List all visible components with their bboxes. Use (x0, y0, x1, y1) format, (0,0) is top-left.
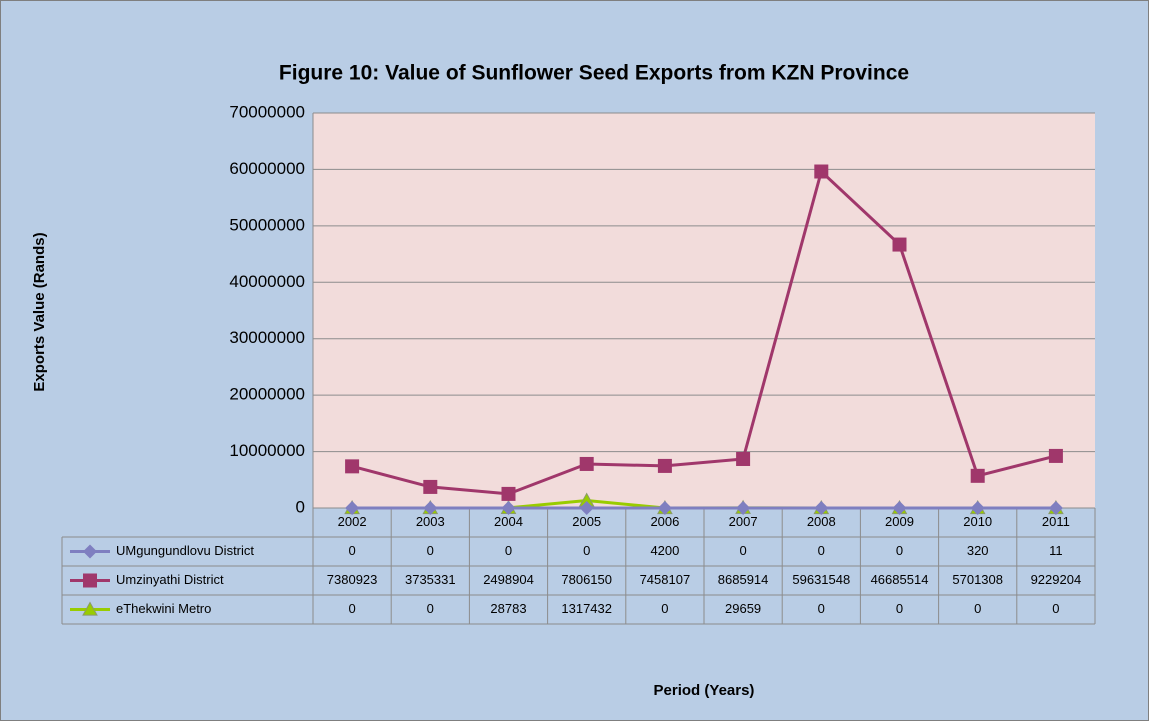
marker (579, 456, 594, 471)
table-cell: 46685514 (871, 572, 929, 587)
marker (423, 501, 438, 515)
marker (814, 501, 829, 515)
y-tick-label: 0 (296, 497, 305, 516)
series-line (351, 168, 1057, 496)
marker (1048, 448, 1063, 463)
marker (736, 501, 751, 515)
table-cell: 0 (818, 601, 825, 616)
marker (423, 479, 438, 494)
marker (83, 544, 97, 559)
marker (579, 501, 594, 515)
x-tick-label: 2008 (807, 514, 836, 529)
y-tick-label: 20000000 (229, 385, 305, 404)
marker (736, 451, 751, 466)
legend-label: eThekwini Metro (116, 601, 211, 616)
table-cell: 7380923 (327, 572, 378, 587)
table-cell: 2498904 (483, 572, 534, 587)
table-cell: 0 (1052, 601, 1059, 616)
marker (657, 500, 672, 515)
table-cell: 0 (974, 601, 981, 616)
x-tick-label: 2006 (650, 514, 679, 529)
x-tick-label: 2007 (729, 514, 758, 529)
marker (892, 501, 907, 515)
marker (82, 601, 98, 616)
table-cell: 7806150 (561, 572, 612, 587)
x-axis-title: Period (Years) (654, 682, 755, 699)
table-cell: 0 (348, 601, 355, 616)
marker (970, 500, 985, 515)
y-tick-label: 50000000 (229, 215, 305, 234)
y-tick-label: 30000000 (229, 328, 305, 347)
marker (501, 486, 516, 501)
plot-area (313, 113, 1095, 508)
table-cell: 0 (583, 543, 590, 558)
y-axis-title: Exports Value (Rands) (31, 232, 48, 391)
marker (814, 164, 829, 179)
y-tick-label: 60000000 (229, 159, 305, 178)
table-cell: 8685914 (718, 572, 769, 587)
x-tick-label: 2002 (338, 514, 367, 529)
marker (1048, 500, 1063, 515)
table-cell: 320 (967, 543, 989, 558)
x-tick-label: 2009 (885, 514, 914, 529)
table-cell: 29659 (725, 601, 761, 616)
table-cell: 0 (896, 601, 903, 616)
marker (970, 468, 985, 483)
y-tick-label: 70000000 (229, 102, 305, 121)
marker (345, 459, 360, 474)
x-tick-label: 2010 (963, 514, 992, 529)
table-cell: 0 (427, 601, 434, 616)
y-tick-label: 40000000 (229, 272, 305, 291)
table-cell: 3735331 (405, 572, 456, 587)
x-tick-label: 2005 (572, 514, 601, 529)
table-cell: 0 (661, 601, 668, 616)
x-tick-label: 2011 (1042, 514, 1070, 529)
table-cell: 28783 (490, 601, 526, 616)
marker (83, 573, 97, 588)
marker (657, 458, 672, 473)
marker (892, 237, 907, 252)
table-cell: 9229204 (1031, 572, 1082, 587)
table-cell: 0 (505, 543, 512, 558)
table-cell: 11 (1049, 543, 1063, 558)
x-tick-label: 2004 (494, 514, 523, 529)
table-cell: 1317432 (561, 601, 612, 616)
table-cell: 5701308 (952, 572, 1003, 587)
table-cell: 0 (739, 543, 746, 558)
legend-label: UMgungundlovu District (116, 543, 254, 558)
marker (501, 501, 516, 515)
table-cell: 4200 (650, 543, 679, 558)
legend-label: Umzinyathi District (116, 572, 224, 587)
table-cell: 0 (818, 543, 825, 558)
y-tick-label: 10000000 (229, 441, 305, 460)
x-tick-label: 2003 (416, 514, 445, 529)
table-cell: 0 (896, 543, 903, 558)
chart-title: Figure 10: Value of Sunflower Seed Expor… (279, 62, 909, 85)
marker (345, 501, 360, 515)
table-cell: 59631548 (792, 572, 850, 587)
table-cell: 0 (348, 543, 355, 558)
table-cell: 0 (427, 543, 434, 558)
table-cell: 7458107 (640, 572, 691, 587)
